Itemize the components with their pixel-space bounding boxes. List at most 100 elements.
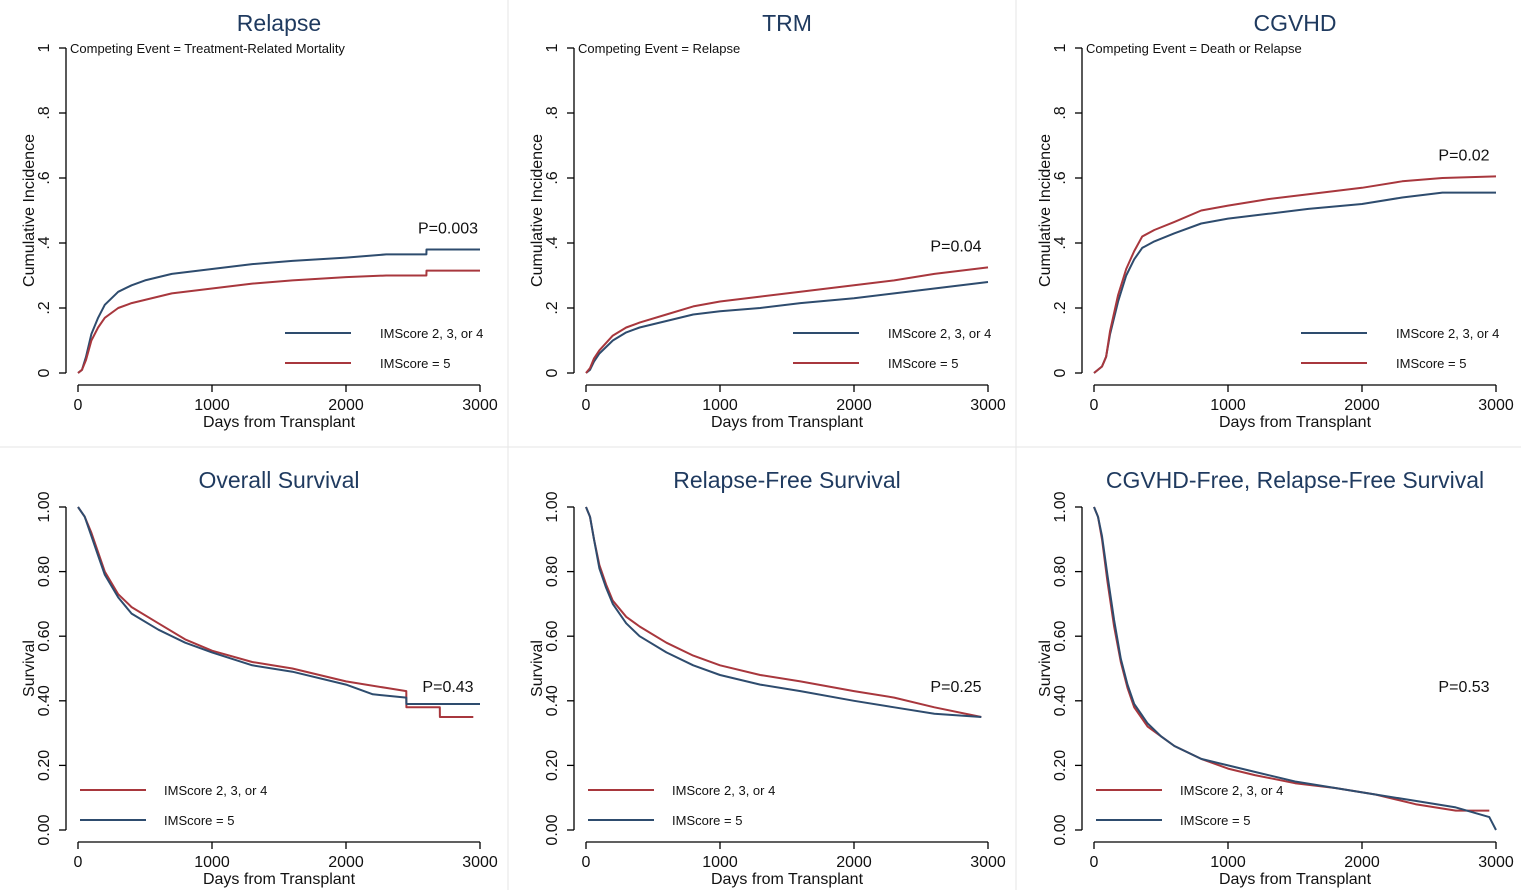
x-tick-label: 0 [582,854,591,871]
x-tick-label: 0 [74,397,83,414]
y-axis-label: Survival [1037,640,1054,697]
x-tick-label: 1000 [194,854,230,871]
legend-label-1: IMScore 2, 3, or 4 [1180,783,1283,798]
y-tick-label: 0.40 [36,685,53,716]
x-axis-label: Days from Transplant [203,871,356,888]
series-line-1 [585,506,982,718]
y-tick-label: 0.20 [36,750,53,781]
chart-note: Competing Event = Treatment-Related Mort… [70,41,345,56]
y-tick-label: 0.00 [544,814,561,845]
chart-panel-3: CGVHD Competing Event = Death or Relapse 0… [1037,10,1514,431]
x-tick-label: 2000 [836,397,872,414]
y-axis-label: Cumulative Incidence [21,134,38,287]
x-tick-label: 1000 [1210,854,1246,871]
legend-label-1: IMScore 2, 3, or 4 [888,326,991,341]
y-tick-label: .4 [544,236,561,249]
y-tick-label: 0.00 [36,814,53,845]
chart-title: TRM [762,10,812,36]
legend-label-2: IMScore = 5 [1180,813,1250,828]
y-tick-label: .6 [1052,171,1069,184]
y-tick-label: 1 [1052,43,1069,52]
y-tick-label: 0.60 [544,621,561,652]
y-tick-label: 1 [544,43,561,52]
chart-title: Relapse-Free Survival [673,467,901,493]
series-line-1 [585,281,989,374]
y-tick-label: .2 [1052,301,1069,314]
y-tick-label: 1.00 [36,491,53,522]
series-line-1 [77,506,474,718]
legend-label-1: IMScore 2, 3, or 4 [1396,326,1499,341]
legend-label-1: IMScore 2, 3, or 4 [164,783,267,798]
chart-title: Relapse [237,10,321,36]
series-line-2 [1093,175,1497,374]
p-value: P=0.53 [1438,679,1489,696]
y-tick-label: 1.00 [544,491,561,522]
y-tick-label: 0.00 [1052,814,1069,845]
x-axis-label: Days from Transplant [711,871,864,888]
x-tick-label: 1000 [702,397,738,414]
y-tick-label: 1.00 [1052,491,1069,522]
x-tick-label: 3000 [1478,397,1514,414]
x-tick-label: 0 [74,854,83,871]
legend-label-2: IMScore = 5 [1396,356,1466,371]
x-tick-label: 2000 [836,854,872,871]
legend-label-1: IMScore 2, 3, or 4 [380,326,483,341]
p-value: P=0.02 [1438,147,1489,164]
y-axis-label: Cumulative Incidence [529,134,546,287]
x-tick-label: 0 [582,397,591,414]
chart-title: Overall Survival [198,467,359,493]
x-tick-label: 0 [1090,397,1099,414]
y-tick-label: 0.20 [544,750,561,781]
x-tick-label: 1000 [702,854,738,871]
y-axis-label: Survival [529,640,546,697]
p-value: P=0.04 [930,238,981,255]
y-tick-label: 0.40 [1052,685,1069,716]
y-tick-label: .6 [36,171,53,184]
legend-label-2: IMScore = 5 [672,813,742,828]
chart-panel-5: Relapse-Free Survival 0.00 0.20 0.40 0.60 0.8… [529,467,1006,888]
chart-panel-1: Relapse Competing Event = Treatment-Relat… [21,10,498,431]
x-axis-label: Days from Transplant [711,414,864,431]
series-line-1 [1093,191,1496,374]
x-tick-label: 3000 [1478,854,1514,871]
x-axis-label: Days from Transplant [1219,414,1372,431]
x-tick-label: 3000 [462,854,498,871]
x-axis-label: Days from Transplant [203,414,356,431]
chart-note: Competing Event = Relapse [578,41,740,56]
x-tick-label: 1000 [194,397,230,414]
x-tick-label: 3000 [970,397,1006,414]
y-tick-label: 0.80 [544,556,561,587]
y-tick-label: 0 [544,368,561,377]
y-tick-label: 0.80 [36,556,53,587]
x-tick-label: 0 [1090,854,1099,871]
x-tick-label: 2000 [1344,397,1380,414]
legend-label-2: IMScore = 5 [164,813,234,828]
series-line-1 [1093,506,1490,812]
series-line-2 [1093,506,1497,831]
x-tick-label: 3000 [462,397,498,414]
x-axis-label: Days from Transplant [1219,871,1372,888]
series-line-1 [77,248,480,374]
y-tick-label: 0.80 [1052,556,1069,587]
y-tick-label: .8 [36,106,53,119]
y-tick-label: .6 [544,171,561,184]
y-tick-label: .4 [36,236,53,249]
p-value: P=0.43 [422,679,473,696]
y-axis-label: Survival [21,640,38,697]
chart-panel-2: TRM Competing Event = Relapse 0 .2 .4 .6 .8 1 Cu… [529,10,1006,431]
y-tick-label: .4 [1052,236,1069,249]
chart-note: Competing Event = Death or Relapse [1086,41,1302,56]
y-tick-label: .8 [544,106,561,119]
chart-panel-6: CGVHD-Free, Relapse-Free Survival 0.00 0.2… [1037,467,1514,888]
y-tick-label: .2 [36,301,53,314]
series-line-2 [585,506,982,718]
chart-panel-4: Overall Survival 0.00 0.20 0.40 0.60 0.80 1.00… [21,467,498,888]
x-tick-label: 2000 [328,397,364,414]
y-tick-label: 0.60 [36,621,53,652]
x-tick-label: 2000 [1344,854,1380,871]
chart-title: CGVHD [1253,10,1336,36]
y-tick-label: .2 [544,301,561,314]
x-tick-label: 1000 [1210,397,1246,414]
y-tick-label: 0 [1052,368,1069,377]
